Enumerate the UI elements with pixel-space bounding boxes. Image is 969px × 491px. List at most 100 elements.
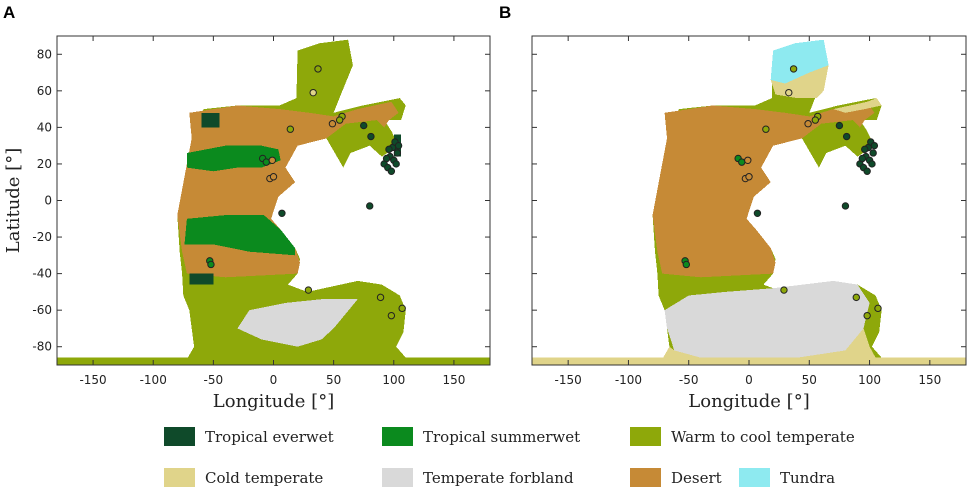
legend-swatch: [630, 468, 661, 487]
x-tick-label: 50: [326, 373, 341, 387]
site-marker: [841, 202, 850, 210]
site-marker: [863, 167, 871, 175]
site-marker: [207, 260, 215, 269]
y-tick-label: 40: [37, 120, 52, 134]
y-tick-label: 80: [37, 47, 52, 61]
biome-region: [770, 65, 829, 99]
map-panel-a: -150 -100 -50 0 50 100 150 -80 -60 -40 -20 0 20 40 60 8…: [3, 35, 491, 412]
site-marker: [835, 121, 844, 130]
panel-letter-a: A: [3, 3, 15, 22]
x-tick-label: 0: [270, 373, 278, 387]
biome-region: [184, 215, 296, 256]
legend-item: Tropical summerwet: [382, 427, 580, 446]
site-marker: [858, 154, 867, 163]
biome-region: [189, 273, 214, 285]
biome-region: [201, 112, 220, 128]
site-marker: [286, 125, 295, 133]
x-tick-label: -50: [204, 373, 224, 387]
site-marker: [738, 158, 746, 166]
map-panel-b: -150 -100 -50 0 50 100 150 Longitude [°]: [531, 35, 967, 412]
site-marker: [335, 116, 344, 124]
site-marker: [789, 65, 798, 73]
x-tick-label: -150: [79, 373, 106, 387]
legend-label: Tropical summerwet: [423, 428, 580, 446]
y-tick-label: -40: [32, 267, 52, 281]
legend-label: Tropical everwet: [205, 428, 334, 446]
legend-item: Temperate forbland: [382, 468, 574, 487]
site-marker: [868, 160, 876, 168]
x-tick-label: 50: [802, 373, 817, 387]
site-marker: [268, 156, 276, 164]
legend-swatch: [382, 427, 413, 446]
site-marker: [314, 65, 322, 73]
x-tick-label: -50: [679, 373, 699, 387]
legend-swatch: [382, 468, 413, 487]
site-marker: [376, 293, 385, 302]
x-axis-label: Longitude [°]: [688, 391, 809, 412]
site-marker: [785, 88, 793, 97]
x-tick-label: -100: [140, 373, 167, 387]
site-marker: [753, 209, 762, 217]
site-marker: [745, 173, 753, 181]
legend-item: Tropical everwet: [164, 427, 334, 446]
site-marker: [309, 88, 317, 97]
legend-item: Desert: [630, 468, 722, 487]
site-marker: [269, 173, 278, 181]
x-tick-label: 100: [858, 373, 881, 387]
x-tick-label: 150: [442, 373, 465, 387]
site-marker: [367, 132, 375, 141]
panel-letter-b: B: [499, 3, 511, 22]
site-marker: [262, 158, 270, 166]
legend-label: Tundra: [780, 469, 835, 487]
site-marker: [804, 120, 812, 128]
site-marker: [852, 293, 860, 302]
biome-region: [532, 328, 966, 365]
site-marker: [382, 154, 391, 163]
site-marker: [387, 167, 396, 175]
y-tick-label: 60: [37, 84, 52, 98]
y-tick-label: 20: [37, 157, 52, 171]
x-tick-label: 0: [745, 373, 753, 387]
biome-region: [237, 299, 358, 347]
biome-region: [833, 98, 882, 113]
legend-swatch: [739, 468, 770, 487]
legend: Tropical everwet Tropical summerwet Warm t…: [164, 427, 855, 487]
site-marker: [682, 260, 691, 269]
legend-swatch: [164, 468, 195, 487]
x-axis-label: Longitude [°]: [213, 391, 334, 412]
y-tick-label: 0: [44, 194, 52, 208]
biome-region: [664, 280, 870, 362]
site-marker: [387, 311, 396, 320]
site-marker: [842, 132, 851, 141]
site-marker: [870, 141, 879, 150]
site-marker: [385, 145, 393, 154]
site-marker: [744, 156, 752, 164]
site-marker: [861, 145, 869, 154]
site-marker: [762, 125, 770, 133]
site-marker: [366, 202, 374, 210]
site-marker: [392, 160, 400, 168]
legend-item: Tundra: [739, 468, 835, 487]
site-marker: [780, 286, 788, 294]
biome-region: [652, 101, 875, 278]
site-marker: [394, 141, 403, 150]
x-tick-label: -100: [615, 373, 642, 387]
legend-label: Desert: [671, 469, 722, 487]
site-marker: [869, 149, 877, 157]
legend-item: Cold temperate: [164, 468, 323, 487]
site-marker: [304, 286, 313, 294]
legend-swatch: [630, 427, 661, 446]
y-axis-label: Latitude [°]: [3, 148, 24, 253]
legend-label: Temperate forbland: [423, 469, 574, 487]
site-marker: [863, 311, 871, 320]
site-marker: [393, 149, 402, 157]
x-tick-label: -150: [555, 373, 582, 387]
y-tick-label: -60: [32, 303, 52, 317]
site-marker: [360, 121, 368, 130]
legend-item: Warm to cool temperate: [630, 427, 855, 446]
legend-swatch: [164, 427, 195, 446]
site-marker: [811, 116, 820, 124]
biome-region: [770, 39, 829, 84]
y-tick-label: -80: [32, 340, 52, 354]
